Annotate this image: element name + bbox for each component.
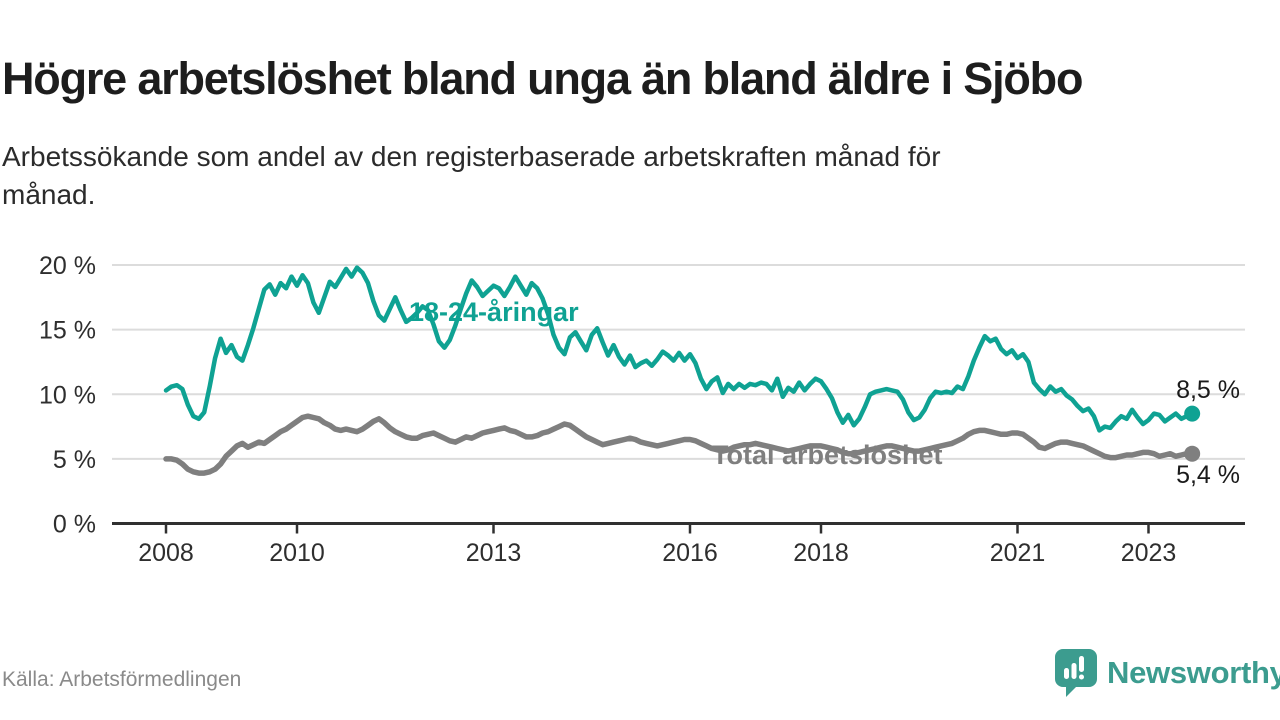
y-tick-label-0: 0 %: [53, 511, 96, 539]
series-end-dot-young: [1184, 405, 1201, 422]
series-label-total: Total arbetslöshet: [712, 440, 943, 470]
series-label-young: 18-24-åringar: [409, 297, 579, 327]
series-line-total: [163, 413, 1195, 476]
subtitle-line-1: Arbetssökande som andel av den registerb…: [2, 141, 941, 172]
series-end-dot-total: [1184, 445, 1201, 462]
page-title: Högre arbetslöshet bland unga än bland ä…: [2, 53, 1083, 105]
x-tick-label-2016: 2016: [662, 539, 718, 567]
x-tick-label-2018: 2018: [793, 539, 849, 567]
y-tick-label-5: 5 %: [53, 446, 96, 474]
logo-exclamation-dot: [1079, 674, 1084, 680]
end-value-total: 5,4 %: [1176, 461, 1240, 489]
chart-subtitle: Arbetssökande som andel av den registerb…: [2, 138, 1222, 214]
subtitle-line-2: månad.: [2, 179, 96, 210]
y-tick-label-20: 20 %: [39, 252, 96, 280]
logo-exclamation-stem: [1079, 656, 1084, 672]
y-tick-label-10: 10 %: [39, 381, 96, 409]
x-tick-label-2021: 2021: [990, 539, 1046, 567]
newsworthy-logo-text: Newsworthy: [1107, 655, 1280, 690]
x-tick-label-2010: 2010: [269, 539, 325, 567]
x-tick-label-2008: 2008: [138, 539, 194, 567]
logo-bar-2: [1071, 663, 1077, 679]
newsworthy-logo: Newsworthy: [1054, 648, 1280, 698]
source-note: Källa: Arbetsförmedlingen: [2, 668, 242, 691]
series-line-young: [163, 265, 1195, 433]
x-tick-label-2023: 2023: [1121, 539, 1177, 567]
x-tick-label-2013: 2013: [466, 539, 522, 567]
newsworthy-logo-icon: [1055, 649, 1097, 697]
end-value-young: 8,5 %: [1176, 376, 1240, 404]
logo-bar-1: [1064, 668, 1069, 679]
y-tick-label-15: 15 %: [39, 317, 96, 345]
